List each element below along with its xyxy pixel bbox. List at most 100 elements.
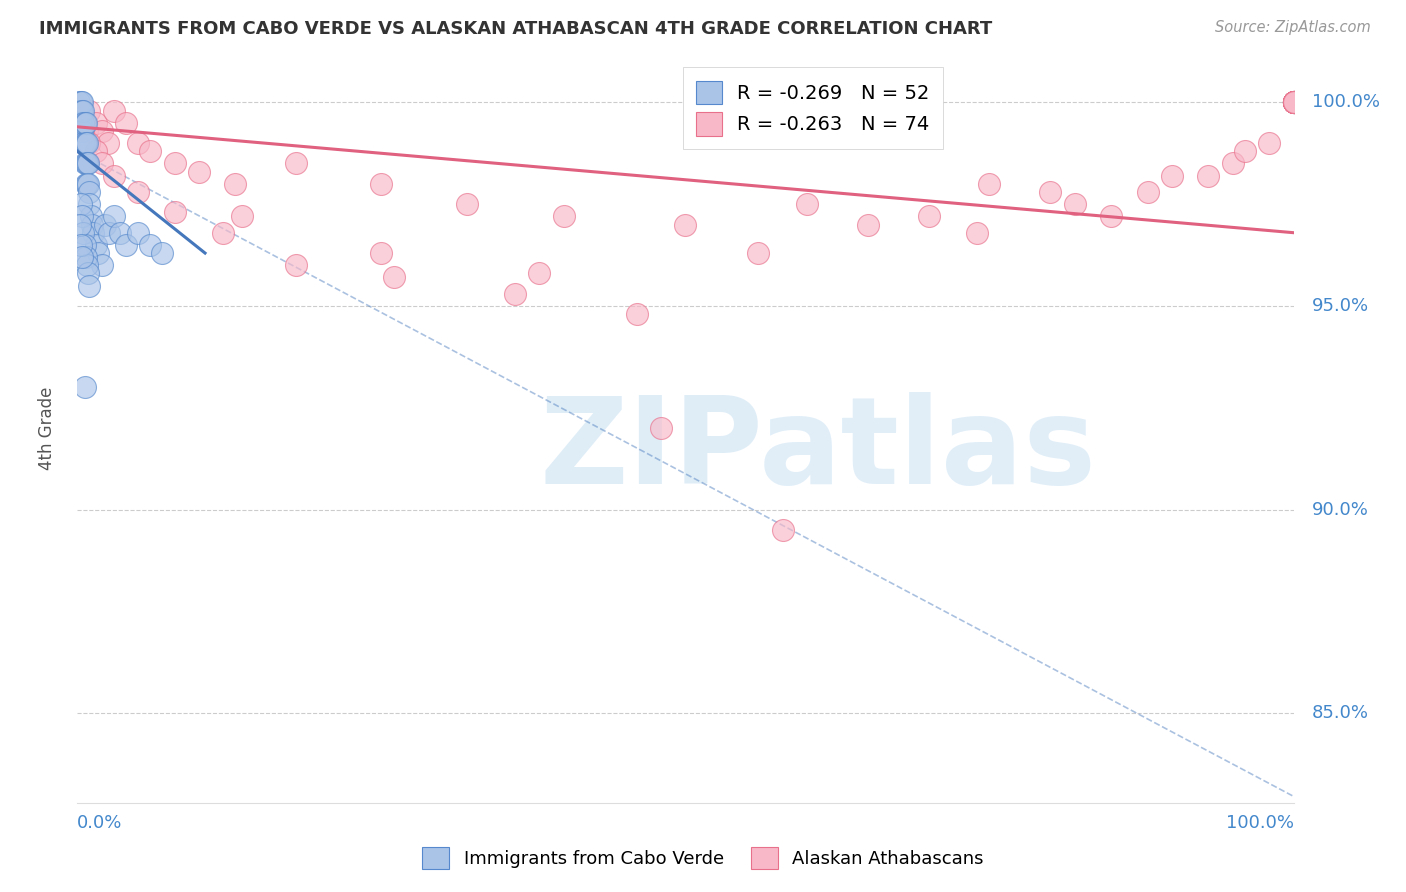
Point (1258, 136, 1281, 150)
Point (1282, 95, 1305, 110)
Point (72, 116, 94, 130)
Point (75, 156, 97, 170)
Point (1282, 95, 1305, 110)
Point (231, 210, 253, 224)
Point (115, 116, 138, 130)
Point (70, 103, 93, 118)
Point (79, 185, 101, 199)
Point (1282, 95, 1305, 110)
Point (796, 197, 818, 211)
Point (77, 267, 100, 281)
Point (1282, 95, 1305, 110)
Point (1282, 95, 1305, 110)
Point (285, 156, 308, 170)
Point (152, 246, 174, 260)
Point (212, 226, 235, 240)
Point (80, 210, 103, 224)
Point (79, 103, 101, 118)
Point (76, 156, 98, 170)
Point (1282, 95, 1305, 110)
Point (1282, 95, 1305, 110)
Point (1282, 95, 1305, 110)
Point (69, 218, 91, 232)
Point (69, 116, 91, 130)
Point (1282, 95, 1305, 110)
Text: 100.0%: 100.0% (1226, 814, 1294, 832)
Point (127, 226, 149, 240)
Point (224, 177, 246, 191)
Point (139, 145, 162, 159)
Point (75, 116, 97, 130)
Point (1282, 95, 1305, 110)
Point (69, 103, 91, 118)
Point (72, 103, 94, 118)
Point (73, 116, 96, 130)
Point (84, 145, 107, 159)
Point (70, 197, 93, 211)
Point (72, 226, 94, 240)
Point (94, 218, 117, 232)
Point (75, 250, 97, 264)
Point (90, 124, 112, 138)
Point (70, 210, 93, 224)
Point (73, 156, 96, 170)
Point (127, 136, 149, 150)
Point (1233, 145, 1256, 159)
Point (70, 238, 93, 252)
Point (90, 258, 112, 272)
Point (79, 136, 101, 150)
Point (1282, 95, 1305, 110)
Point (918, 210, 941, 224)
Point (76, 258, 98, 272)
Point (73, 136, 96, 150)
Point (73, 380, 96, 394)
Point (1197, 169, 1219, 183)
Point (76, 177, 98, 191)
Point (103, 210, 125, 224)
Text: Source: ZipAtlas.com: Source: ZipAtlas.com (1215, 20, 1371, 35)
Point (76, 124, 98, 138)
Point (163, 156, 186, 170)
Point (73, 116, 96, 130)
Point (90, 156, 112, 170)
Point (626, 307, 648, 321)
Point (97, 136, 120, 150)
Point (1282, 95, 1305, 110)
Point (1282, 95, 1305, 110)
Point (285, 258, 308, 272)
Point (1136, 185, 1159, 199)
Point (382, 270, 405, 285)
Point (503, 286, 526, 301)
Point (79, 197, 101, 211)
Point (650, 421, 672, 435)
Point (675, 218, 697, 232)
Point (370, 246, 392, 260)
Point (79, 278, 101, 293)
Text: 90.0%: 90.0% (1312, 500, 1368, 518)
Point (127, 185, 149, 199)
Point (84, 116, 107, 130)
Point (1282, 95, 1305, 110)
Point (1282, 95, 1305, 110)
Point (772, 523, 794, 537)
Point (70, 95, 93, 110)
Point (87, 246, 110, 260)
Legend: R = -0.269   N = 52, R = -0.263   N = 74: R = -0.269 N = 52, R = -0.263 N = 74 (683, 67, 943, 150)
Point (1282, 95, 1305, 110)
Point (1039, 185, 1062, 199)
Point (69, 103, 91, 118)
Point (163, 205, 186, 219)
Text: atlas: atlas (758, 392, 1097, 509)
Point (1063, 197, 1085, 211)
Point (1222, 156, 1244, 170)
Point (75, 136, 97, 150)
Point (1282, 95, 1305, 110)
Point (103, 103, 125, 118)
Point (70, 124, 93, 138)
Point (115, 238, 138, 252)
Legend: Immigrants from Cabo Verde, Alaskan Athabascans: Immigrants from Cabo Verde, Alaskan Atha… (415, 839, 991, 876)
Text: 0.0%: 0.0% (77, 814, 122, 832)
Text: 100.0%: 100.0% (1312, 94, 1379, 112)
Point (1161, 169, 1184, 183)
Point (70, 112, 93, 126)
